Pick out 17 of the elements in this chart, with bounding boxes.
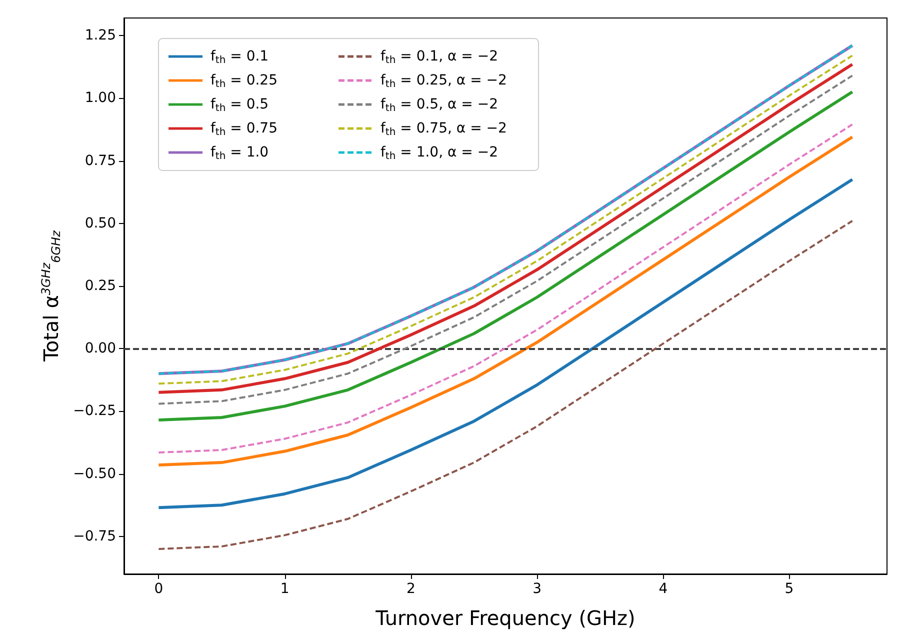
x-tick-label: 4 bbox=[658, 581, 668, 597]
x-tick-label: 2 bbox=[406, 581, 416, 597]
y-tick-label: 1.25 bbox=[84, 28, 116, 44]
y-tick-label: −0.50 bbox=[73, 466, 116, 482]
y-tick-label: 1.00 bbox=[84, 90, 116, 106]
x-axis-title: Turnover Frequency (GHz) bbox=[374, 606, 636, 630]
y-axis-title: Total α3GHz6GHz bbox=[39, 230, 63, 362]
x-tick-label: 3 bbox=[532, 581, 542, 597]
y-tick-label: −0.25 bbox=[73, 403, 116, 420]
y-tick-label: −0.75 bbox=[73, 528, 116, 544]
y-tick-label: 0.50 bbox=[84, 215, 116, 232]
y-tick-label: 0.75 bbox=[84, 152, 116, 169]
x-tick-label: 1 bbox=[280, 581, 290, 597]
x-tick-label: 5 bbox=[784, 581, 794, 597]
y-tick-label: 0.25 bbox=[84, 278, 116, 294]
x-tick-label: 0 bbox=[154, 581, 164, 597]
y-tick-label: 0.00 bbox=[84, 340, 116, 357]
